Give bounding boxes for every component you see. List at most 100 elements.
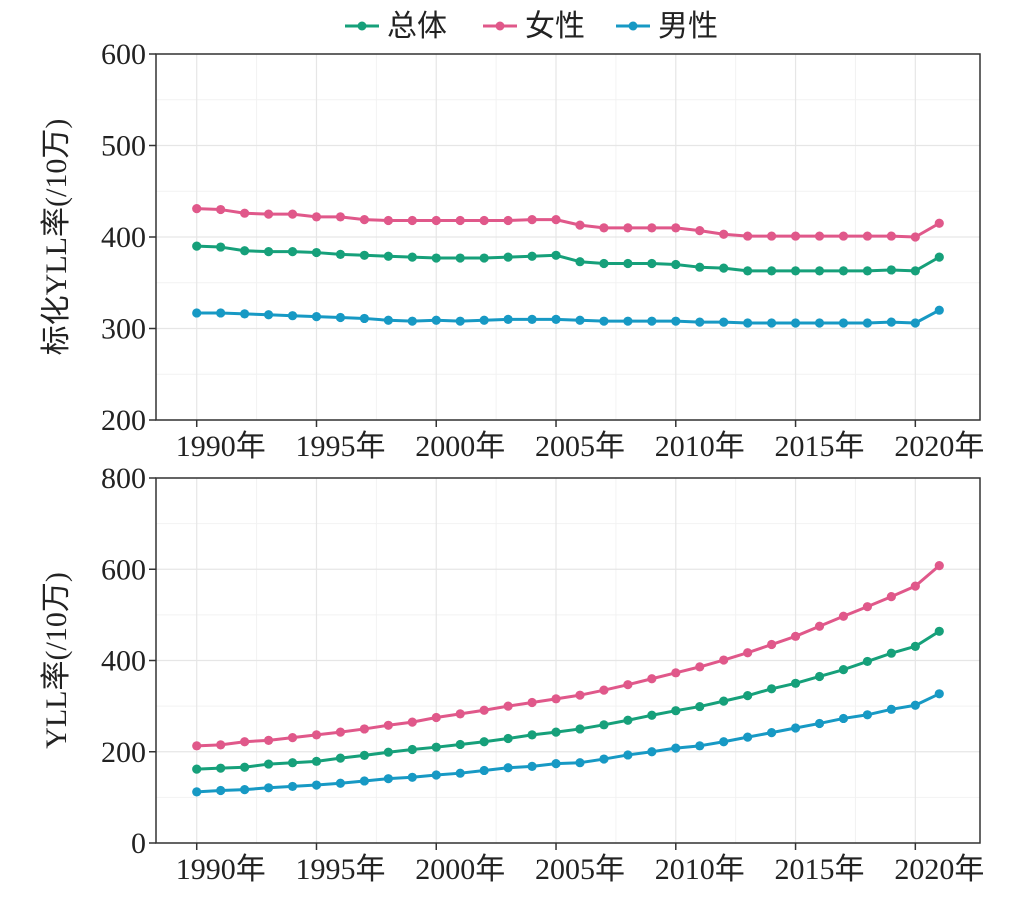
data-point [551,250,561,260]
data-point [335,212,346,222]
data-point [838,665,849,675]
data-point [407,316,417,326]
data-point [263,783,274,793]
legend-item-2: 男性 [616,9,718,44]
data-point [838,231,849,241]
data-point [455,739,465,750]
data-point [527,730,537,740]
y-axis-title: YLL率(/10万) [40,572,73,749]
data-point [192,787,202,797]
data-point [790,723,801,733]
series-line [196,630,941,771]
data-point [647,258,657,269]
data-point [599,754,609,764]
data-point [431,770,441,780]
legend-label: 男性 [658,9,718,44]
series-line [196,308,940,325]
data-point [216,204,226,215]
data-point [551,215,561,225]
data-point [743,691,753,701]
data-point [216,740,226,750]
data-point [287,733,298,743]
y-axis: 200 300 400 500 600 [101,38,156,437]
data-point [287,781,298,792]
data-point [407,772,417,782]
x-tick-label: 1990年 [176,853,266,886]
data-point [647,316,657,326]
data-point [479,253,489,263]
data-point [671,668,681,678]
data-point [527,761,537,771]
data-point [838,713,849,724]
data-point [431,712,441,723]
data-point [383,251,393,261]
series-1 [192,561,944,751]
x-tick-label: 1990年 [176,430,266,463]
data-point [767,231,777,241]
y-tick-label: 600 [101,553,146,586]
data-point [814,621,825,631]
data-point [695,741,705,751]
data-point [192,741,202,751]
data-point [407,744,417,755]
data-point [407,215,417,226]
data-point [311,780,322,790]
x-tick-label: 2010年 [655,430,745,463]
data-point [192,308,202,318]
data-point [503,763,513,773]
series-0 [192,626,944,774]
data-point [359,313,369,324]
x-tick-label: 2020年 [894,853,984,886]
data-point [790,631,801,641]
data-point [886,648,896,658]
data-point [719,655,729,665]
y-tick-label: 800 [101,462,146,495]
data-point [192,764,202,774]
data-point [934,218,944,228]
data-point [671,743,681,753]
data-point [575,220,585,230]
data-point [862,318,873,328]
data-point [719,317,729,327]
x-tick-label: 2000年 [415,430,505,463]
y-tick-label: 400 [101,645,146,678]
data-point [551,314,561,324]
data-point [599,258,609,269]
data-point [910,318,920,328]
data-point [790,678,801,688]
data-point [838,318,849,328]
data-point [575,724,585,734]
data-point [311,730,322,740]
data-point [311,756,322,766]
x-tick-label: 2010年 [655,853,745,886]
data-point [263,759,274,769]
data-point [886,592,896,602]
data-point [263,247,274,257]
data-point [934,561,944,571]
data-point [335,727,346,737]
data-point [407,717,417,727]
data-point [599,316,609,326]
y-tick-label: 500 [101,130,146,163]
data-point [335,778,346,788]
data-point [192,241,202,251]
data-point [503,215,513,226]
data-point [862,710,873,720]
y-tick-label: 200 [101,736,146,769]
data-point [455,316,465,326]
data-point [623,680,633,690]
series-line [196,692,940,794]
data-point [335,312,346,323]
data-point [934,689,944,699]
data-point [575,758,585,768]
data-point [671,223,681,233]
data-point [886,317,896,327]
data-point [383,720,393,730]
legend: 总体 女性 男性 [345,9,718,44]
data-point [575,690,585,700]
data-point [910,266,920,276]
data-point [240,762,250,772]
data-point [216,763,226,773]
data-point [623,750,633,760]
y-tick-label: 600 [101,38,146,71]
